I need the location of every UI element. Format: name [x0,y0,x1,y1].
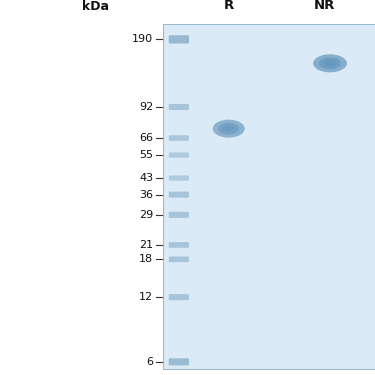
Text: 6: 6 [146,357,153,367]
Text: 190: 190 [132,34,153,44]
Text: 66: 66 [140,133,153,143]
Text: 18: 18 [139,254,153,264]
FancyBboxPatch shape [169,294,189,300]
Bar [163,24,375,369]
Text: kDa: kDa [82,0,109,13]
Text: 92: 92 [139,102,153,112]
FancyBboxPatch shape [169,104,189,110]
Text: 29: 29 [139,210,153,220]
Ellipse shape [324,60,336,67]
Text: NR: NR [314,0,335,12]
Ellipse shape [319,57,341,69]
FancyBboxPatch shape [169,153,189,158]
Ellipse shape [223,125,235,132]
FancyBboxPatch shape [169,135,189,141]
FancyBboxPatch shape [169,192,189,198]
Text: R: R [224,0,234,12]
Ellipse shape [213,120,244,138]
FancyBboxPatch shape [169,176,189,181]
FancyBboxPatch shape [169,242,189,248]
FancyBboxPatch shape [169,256,189,262]
FancyBboxPatch shape [169,358,189,365]
FancyBboxPatch shape [169,212,189,218]
Ellipse shape [218,123,239,135]
Text: 12: 12 [139,292,153,302]
FancyBboxPatch shape [169,35,189,44]
Text: 21: 21 [139,240,153,250]
Text: 36: 36 [140,190,153,200]
Text: 55: 55 [140,150,153,160]
Ellipse shape [313,54,347,72]
Text: 43: 43 [139,173,153,183]
